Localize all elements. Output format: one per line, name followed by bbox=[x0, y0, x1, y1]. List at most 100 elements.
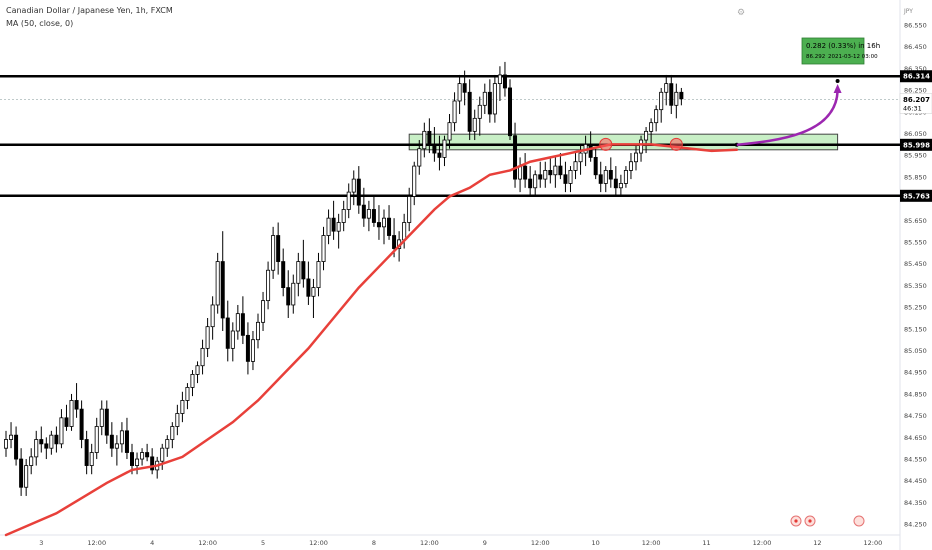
candle-body bbox=[487, 91, 492, 115]
signal-marker bbox=[669, 137, 683, 151]
candle-body bbox=[19, 458, 24, 488]
candle-body bbox=[593, 156, 598, 176]
candle-body bbox=[185, 387, 190, 401]
candle-body bbox=[64, 417, 69, 427]
candle-body bbox=[84, 439, 89, 466]
candle-body bbox=[639, 139, 644, 154]
candle-body bbox=[588, 143, 593, 158]
candle-body bbox=[634, 152, 639, 163]
time-tick-label: 12 bbox=[813, 539, 821, 547]
candle-body bbox=[99, 408, 104, 427]
candle-body bbox=[613, 178, 618, 189]
level-price-tag bbox=[900, 138, 932, 151]
candle-body bbox=[497, 74, 502, 85]
candle-body bbox=[528, 178, 533, 189]
candle-body bbox=[674, 91, 679, 106]
candle-body bbox=[618, 183, 623, 189]
candle-body bbox=[261, 300, 266, 323]
time-tick-label: 12:00 bbox=[642, 539, 661, 547]
price-tick-label: 86.350 bbox=[904, 65, 927, 73]
candle-body bbox=[578, 152, 583, 163]
candle-body bbox=[376, 222, 381, 228]
candle-body bbox=[145, 452, 150, 458]
candle-body bbox=[381, 217, 386, 228]
candle-body bbox=[462, 83, 467, 93]
candle-body bbox=[502, 74, 507, 89]
flag-icon-dot bbox=[794, 519, 798, 523]
candle-body bbox=[245, 334, 250, 362]
price-tick-label: 85.550 bbox=[904, 239, 927, 247]
candle-body bbox=[271, 235, 276, 271]
candle-body bbox=[477, 104, 482, 119]
candle-body bbox=[457, 83, 462, 102]
candle-body bbox=[558, 165, 563, 176]
current-price-label: 86.207 bbox=[903, 96, 930, 104]
candle-body bbox=[543, 170, 548, 180]
candle-body bbox=[195, 365, 200, 375]
candle-body bbox=[341, 209, 346, 223]
candle-body bbox=[321, 235, 326, 262]
candle-body bbox=[74, 400, 79, 410]
price-tick-label: 85.050 bbox=[904, 347, 927, 355]
candle-body bbox=[563, 174, 568, 184]
candle-body bbox=[190, 374, 195, 388]
price-tick-label: 86.250 bbox=[904, 87, 927, 95]
level-price-label: 85.998 bbox=[903, 141, 930, 149]
price-tick-label: 84.550 bbox=[904, 456, 927, 464]
flag-icon-dot bbox=[808, 519, 812, 523]
candle-body bbox=[437, 152, 442, 158]
time-tick-label: 5 bbox=[261, 539, 265, 547]
candle-body bbox=[59, 417, 64, 445]
candle-body bbox=[533, 174, 538, 189]
candle-body bbox=[447, 122, 452, 141]
candle-body bbox=[361, 204, 366, 219]
candle-body bbox=[210, 304, 215, 328]
candle-body bbox=[538, 174, 543, 180]
candle-body bbox=[165, 439, 170, 449]
candle-body bbox=[24, 465, 29, 488]
candle-body bbox=[124, 430, 129, 453]
currency-label: JPY bbox=[903, 8, 913, 15]
price-tick-label: 85.250 bbox=[904, 304, 927, 312]
candle-body bbox=[387, 217, 392, 236]
support-zone bbox=[408, 133, 839, 151]
projection-arrow bbox=[736, 90, 839, 147]
level-price-label: 86.314 bbox=[903, 73, 930, 81]
candle-body bbox=[160, 447, 165, 462]
candle-body bbox=[518, 165, 523, 180]
candle-body bbox=[29, 456, 34, 466]
candle-body bbox=[205, 326, 210, 349]
price-tick-label: 84.650 bbox=[904, 434, 927, 442]
price-tick-label: 84.750 bbox=[904, 412, 927, 420]
candle-body bbox=[175, 413, 180, 427]
time-tick-label: 11 bbox=[702, 539, 710, 547]
candle-body bbox=[623, 170, 628, 184]
candle-body bbox=[4, 439, 9, 449]
price-tick-label: 86.550 bbox=[904, 22, 927, 30]
candle-body bbox=[392, 235, 397, 249]
time-tick-label: 3 bbox=[39, 539, 43, 547]
candle-body bbox=[240, 313, 245, 336]
candle-body bbox=[200, 347, 205, 367]
projection-arrow-head bbox=[833, 84, 842, 94]
candle-body bbox=[366, 209, 371, 219]
time-tick-label: 12:00 bbox=[864, 539, 883, 547]
candle-body bbox=[679, 91, 684, 100]
candle-body bbox=[356, 178, 361, 206]
candle-body bbox=[301, 261, 306, 280]
candle-body bbox=[220, 261, 225, 319]
candle-body bbox=[34, 439, 39, 458]
candle-body bbox=[492, 83, 497, 115]
candle-body bbox=[135, 458, 140, 466]
candle-body bbox=[296, 261, 301, 284]
candle-body bbox=[603, 170, 608, 184]
candle-body bbox=[311, 287, 316, 297]
price-tick-label: 84.250 bbox=[904, 521, 927, 529]
price-tick-label: 86.050 bbox=[904, 130, 927, 138]
candle-body bbox=[69, 400, 74, 427]
candle-body bbox=[119, 430, 124, 445]
price-tick-label: 86.450 bbox=[904, 43, 927, 51]
projection-end-point bbox=[835, 79, 840, 84]
